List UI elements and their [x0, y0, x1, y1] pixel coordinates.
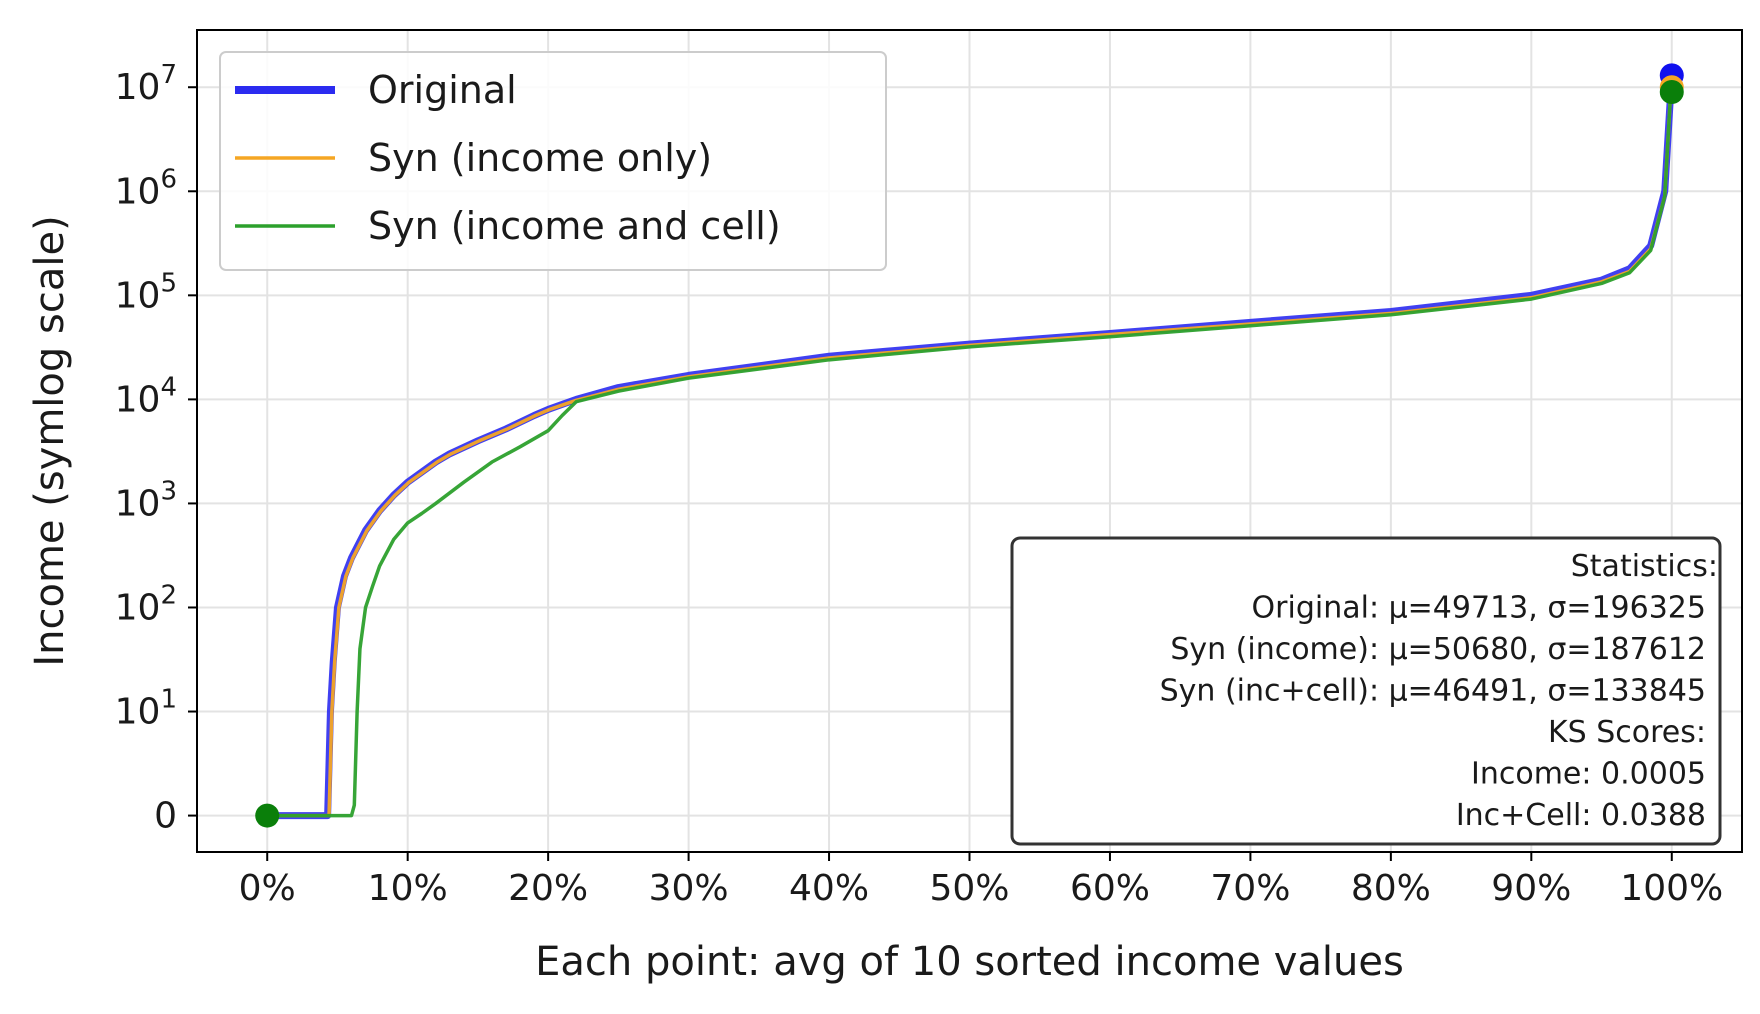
statistics-box: Statistics: Original: μ=49713, σ=196325 …	[1010, 536, 1722, 846]
x-tick-label: 60%	[1070, 868, 1150, 909]
x-tick-label: 80%	[1351, 868, 1431, 909]
x-axis-ticks: 0% 10% 20% 30% 40% 50% 60% 70% 80% 90% 100%	[239, 852, 1723, 909]
y-tick-label: 104	[115, 372, 177, 420]
x-tick-label: 50%	[929, 868, 1009, 909]
y-tick-label: 106	[115, 164, 177, 212]
endpoint-marker	[1659, 79, 1684, 104]
ks-score-income: Income: 0.0005	[1471, 757, 1706, 792]
legend-label-original: Original	[368, 68, 517, 112]
y-tick-label: 101	[115, 685, 177, 733]
x-tick-label: 100%	[1620, 868, 1723, 909]
series-layer	[263, 71, 1676, 820]
y-tick-label: 103	[115, 476, 177, 524]
ks-score-inc-cell: Inc+Cell: 0.0388	[1456, 798, 1706, 833]
ks-scores-title: KS Scores:	[1548, 715, 1706, 750]
y-tick-label: 0	[154, 796, 177, 837]
y-tick-label: 105	[115, 268, 177, 316]
statistics-syn-inc-cell: Syn (inc+cell): μ=46491, σ=133845	[1160, 674, 1706, 709]
statistics-original: Original: μ=49713, σ=196325	[1252, 591, 1706, 626]
legend: Original Syn (income only) Syn (income a…	[219, 51, 887, 271]
x-tick-label: 90%	[1491, 868, 1571, 909]
legend-label-syn-income-and-cell: Syn (income and cell)	[368, 204, 781, 248]
x-tick-label: 70%	[1210, 868, 1290, 909]
x-tick-label: 0%	[239, 868, 296, 909]
endpoint-marker	[255, 803, 280, 828]
statistics-syn-income: Syn (income): μ=50680, σ=187612	[1170, 632, 1706, 667]
y-axis-label: Income (symlog scale)	[27, 215, 73, 666]
y-tick-label: 107	[115, 60, 177, 108]
statistics-box-frame	[1010, 536, 1722, 846]
x-tick-label: 20%	[508, 868, 588, 909]
x-tick-label: 30%	[649, 868, 729, 909]
x-tick-label: 10%	[368, 868, 448, 909]
legend-label-syn-income-only: Syn (income only)	[368, 136, 712, 180]
endpoint-markers	[255, 63, 1684, 828]
x-axis-label: Each point: avg of 10 sorted income valu…	[535, 939, 1404, 985]
series-line-syn-income-and-cell	[265, 90, 1674, 818]
y-axis-ticks: 0 101 102 103 104 105 106 107	[115, 60, 197, 837]
statistics-title: Statistics:	[1571, 549, 1718, 584]
legend-box	[219, 51, 887, 271]
y-tick-label: 102	[115, 580, 177, 628]
x-tick-label: 40%	[789, 868, 869, 909]
